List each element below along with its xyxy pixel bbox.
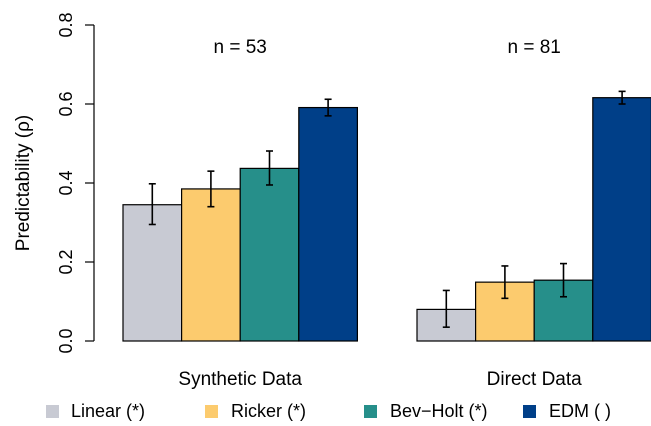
legend-label: EDM ( ) — [549, 401, 611, 421]
error-bars — [148, 90, 626, 328]
legend-label: Ricker (*) — [231, 401, 306, 421]
sample-size-annotation: n = 53 — [214, 37, 267, 58]
legend-swatch — [364, 405, 377, 418]
legend-swatch — [205, 405, 218, 418]
y-tick-label: 0.8 — [56, 12, 76, 37]
y-tick-label: 0.6 — [56, 91, 76, 116]
group-label: Direct Data — [487, 369, 582, 390]
y-tick-label: 0.0 — [56, 328, 76, 353]
legend-label: Bev−Holt (*) — [390, 401, 488, 421]
group-label: Synthetic Data — [178, 369, 302, 390]
legend-swatch — [523, 405, 536, 418]
bar — [298, 106, 358, 342]
legend-swatch — [46, 405, 59, 418]
bar — [181, 188, 241, 342]
bar — [239, 167, 300, 342]
y-tick-label: 0.4 — [56, 170, 76, 195]
y-axis: 0.0 0.2 0.4 0.6 0.8 Predictability (ρ) — [13, 12, 95, 354]
bar — [592, 97, 651, 342]
chart-labels: n = 53 Synthetic Data n = 81 Direct Data — [178, 37, 582, 390]
y-axis-title: Predictability (ρ) — [13, 115, 34, 251]
y-tick-label: 0.2 — [56, 249, 76, 274]
sample-size-annotation: n = 81 — [508, 37, 561, 58]
bar — [122, 204, 183, 342]
legend-label: Linear (*) — [71, 401, 145, 421]
legend: Linear (*) Ricker (*) Bev−Holt (*) EDM ( ) — [46, 401, 611, 421]
bars — [122, 97, 651, 342]
